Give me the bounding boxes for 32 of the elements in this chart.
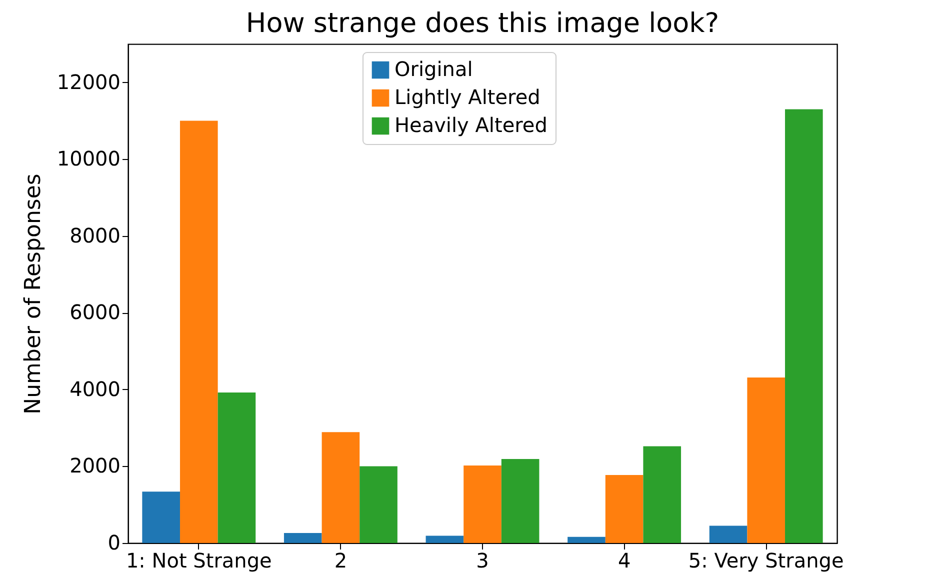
y-tick-label: 12000: [56, 70, 120, 94]
bar: [643, 446, 682, 543]
y-tick-label: 6000: [70, 300, 120, 324]
bar: [426, 536, 464, 543]
bar: [180, 120, 218, 543]
y-tick-label: 10000: [56, 146, 120, 171]
x-tick-label: 3: [476, 548, 489, 572]
bar: [142, 492, 180, 543]
x-tick-label: 4: [618, 548, 631, 572]
y-axis-title: Number of Responses: [20, 174, 46, 414]
bar: [709, 526, 748, 543]
bar: [785, 109, 823, 543]
bar: [360, 466, 398, 543]
bar: [747, 378, 786, 543]
bar: [218, 392, 256, 543]
x-tick-label: 1: Not Strange: [126, 548, 272, 572]
y-tick-label: 8000: [70, 223, 120, 248]
chart-title: How strange does this image look?: [246, 8, 720, 39]
bar: [568, 536, 606, 543]
bar: [464, 465, 502, 543]
x-tick-label: 5: Very Strange: [688, 548, 844, 572]
y-tick-label: 4000: [70, 376, 120, 401]
bar: [501, 458, 540, 543]
bar: [322, 432, 360, 543]
y-tick-label: 2000: [70, 454, 120, 478]
legend-label: Lightly Altered: [394, 85, 540, 109]
bar: [284, 533, 322, 543]
legend-label: Original: [394, 57, 473, 81]
x-tick-label: 2: [334, 548, 348, 572]
bar: [605, 475, 644, 543]
legend-label: Heavily Altered: [394, 113, 548, 137]
y-tick-label: 0: [108, 530, 120, 554]
